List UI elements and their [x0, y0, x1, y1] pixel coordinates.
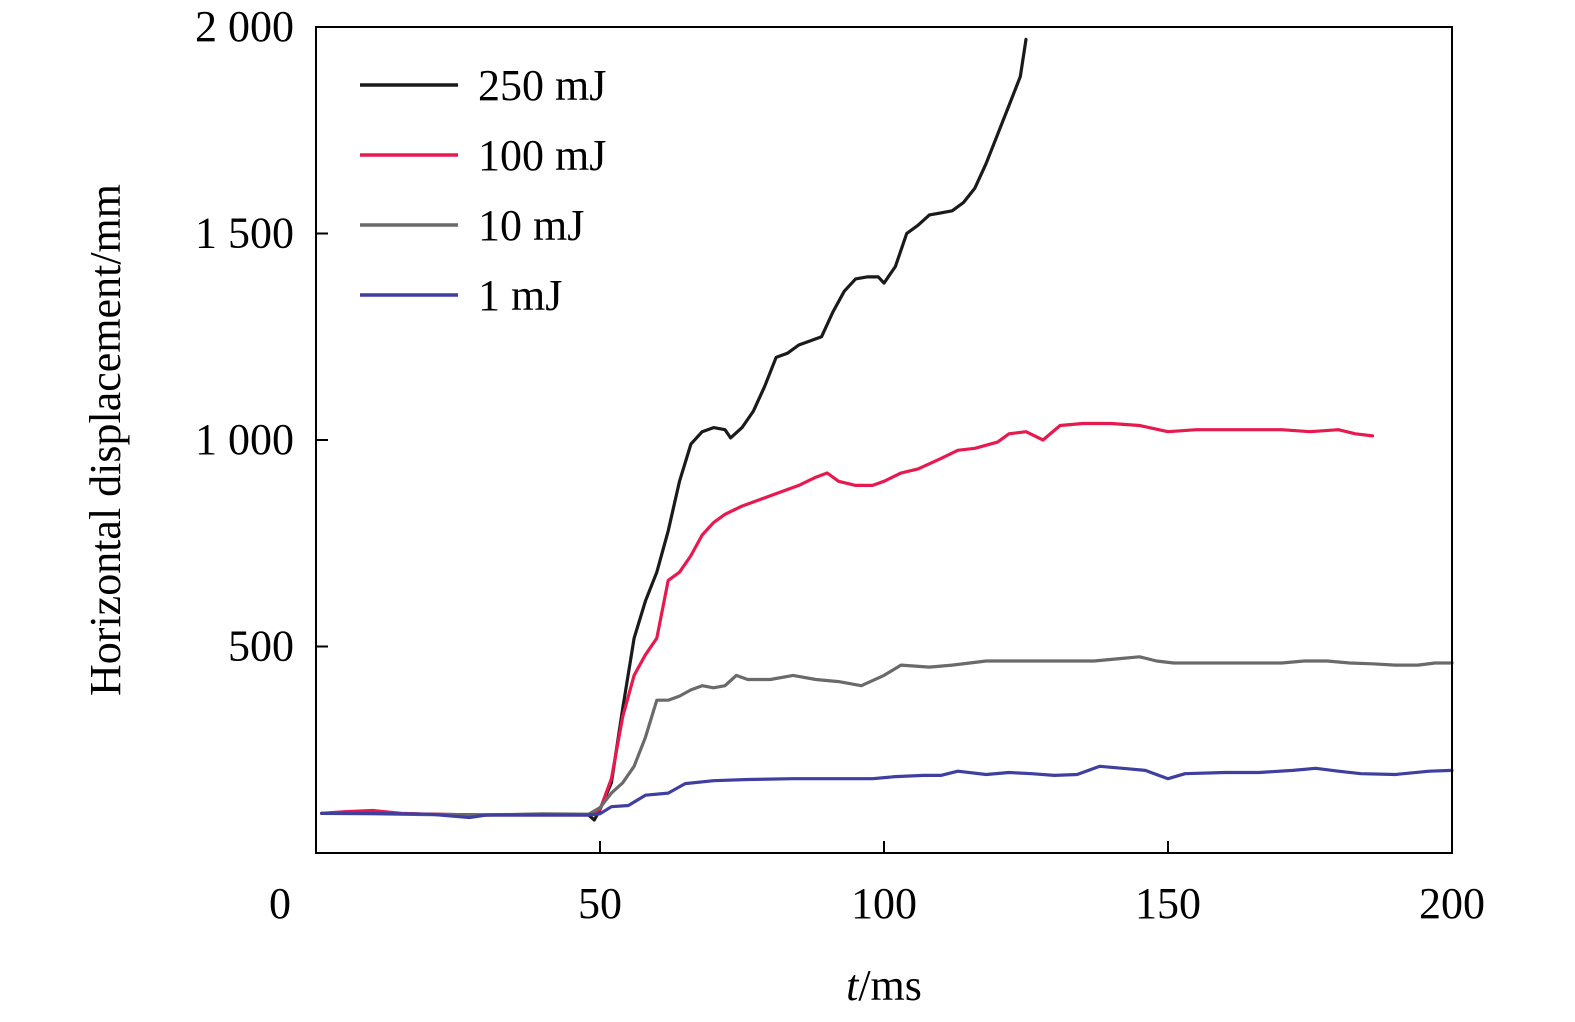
legend-label: 250 mJ: [478, 61, 606, 110]
x-tick-label: 150: [1135, 879, 1201, 928]
x-axis-label-unit: /ms: [858, 961, 922, 1010]
x-axis-label: t/ms: [846, 961, 922, 1010]
legend-label: 100 mJ: [478, 131, 606, 180]
y-axis-label: Horizontal displacement/mm: [81, 184, 130, 696]
series-line-3: [320, 655, 1454, 817]
y-tick-label: 1 000: [195, 415, 294, 464]
series-line-2: [320, 421, 1375, 817]
x-tick-label: 200: [1419, 879, 1485, 928]
plot-series: [320, 37, 1454, 822]
legend: 250 mJ 100 mJ 10 mJ 1 mJ: [360, 61, 606, 320]
x-axis-label-variable: t: [846, 961, 860, 1010]
x-tick-label: 0: [269, 879, 291, 928]
x-tick-label: 50: [578, 879, 622, 928]
x-tick-label: 100: [851, 879, 917, 928]
series-line-4: [320, 764, 1454, 820]
y-tick-label: 2 000: [195, 2, 294, 51]
y-axis: 500 1 000 1 500 2 000: [195, 2, 328, 671]
y-tick-label: 1 500: [195, 209, 294, 258]
y-tick-label: 500: [228, 622, 294, 671]
legend-label: 10 mJ: [478, 201, 584, 250]
x-axis: 0 50 100 150 200: [269, 841, 1485, 928]
legend-label: 1 mJ: [478, 271, 562, 320]
